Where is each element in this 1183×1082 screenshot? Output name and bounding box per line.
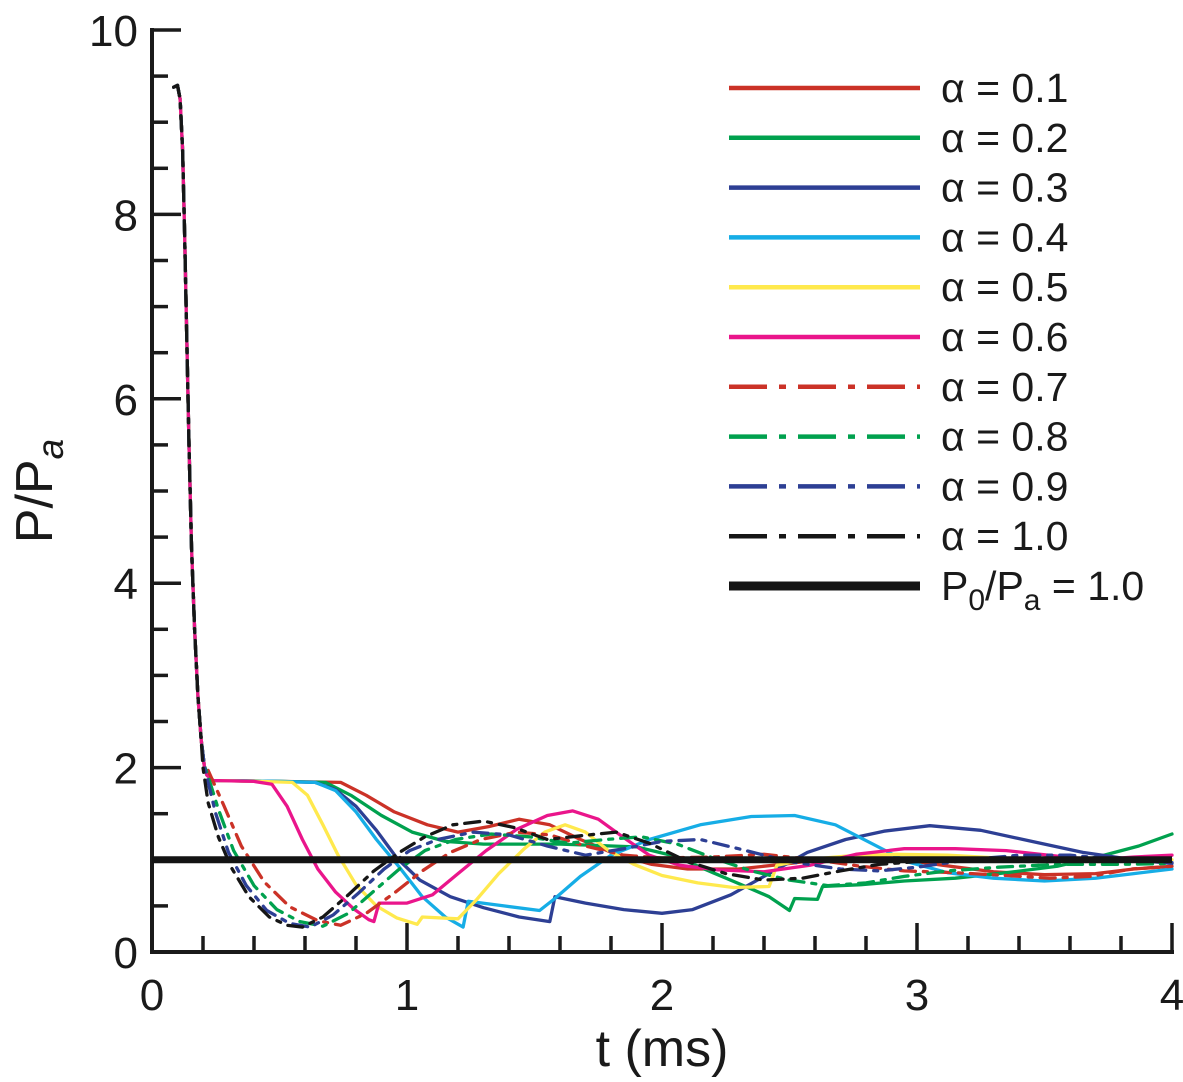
legend-item: α = 0.2 — [729, 115, 1068, 161]
legend-label: α = 0.1 — [941, 65, 1068, 111]
y-tick-label: 6 — [114, 376, 138, 425]
legend-label: α = 0.6 — [941, 314, 1068, 360]
legend-label: α = 0.7 — [941, 364, 1068, 410]
legend-item: α = 0.5 — [729, 264, 1068, 310]
legend-item: P0/Pa = 1.0 — [729, 563, 1144, 617]
x-axis-label-group: t (ms) — [596, 1020, 729, 1078]
legend-label: α = 0.8 — [941, 414, 1068, 460]
legend-label: α = 0.2 — [941, 115, 1068, 161]
curves — [172, 83, 1174, 929]
tick-labels: 0 1 2 3 4 0 2 4 6 8 10 — [89, 7, 1183, 1020]
legend-label: α = 1.0 — [941, 513, 1068, 559]
legend: α = 0.1α = 0.2α = 0.3α = 0.4α = 0.5α = 0… — [729, 65, 1144, 617]
legend-label: α = 0.4 — [941, 214, 1068, 260]
x-tick-label: 2 — [650, 971, 674, 1020]
legend-item: α = 0.6 — [729, 314, 1068, 360]
x-tick-label: 0 — [140, 971, 164, 1020]
legend-item: α = 0.3 — [729, 165, 1068, 211]
legend-item: α = 0.7 — [729, 364, 1068, 410]
y-tick-label: 10 — [89, 7, 138, 56]
legend-item: α = 0.1 — [729, 65, 1068, 111]
legend-label: α = 0.3 — [941, 165, 1068, 211]
y-tick-label: 4 — [114, 560, 138, 609]
x-axis-label: t (ms) — [596, 1020, 729, 1078]
x-tick-label: 4 — [1160, 971, 1183, 1020]
y-tick-label: 2 — [114, 745, 138, 794]
x-tick-label: 3 — [905, 971, 929, 1020]
x-tick-label: 1 — [395, 971, 419, 1020]
y-axis-label-group: P/Pa — [6, 439, 71, 543]
legend-item: α = 0.9 — [729, 463, 1068, 509]
y-tick-label: 8 — [114, 191, 138, 240]
legend-item: α = 0.8 — [729, 414, 1068, 460]
legend-item: α = 0.4 — [729, 214, 1068, 260]
curve-alpha-1.0 — [172, 83, 1174, 929]
legend-label: P0/Pa = 1.0 — [941, 563, 1144, 617]
legend-label: α = 0.9 — [941, 463, 1068, 509]
y-tick-label: 0 — [114, 929, 138, 978]
legend-item: α = 1.0 — [729, 513, 1068, 559]
y-axis-label: P/Pa — [6, 439, 71, 543]
legend-label: α = 0.5 — [941, 264, 1068, 310]
